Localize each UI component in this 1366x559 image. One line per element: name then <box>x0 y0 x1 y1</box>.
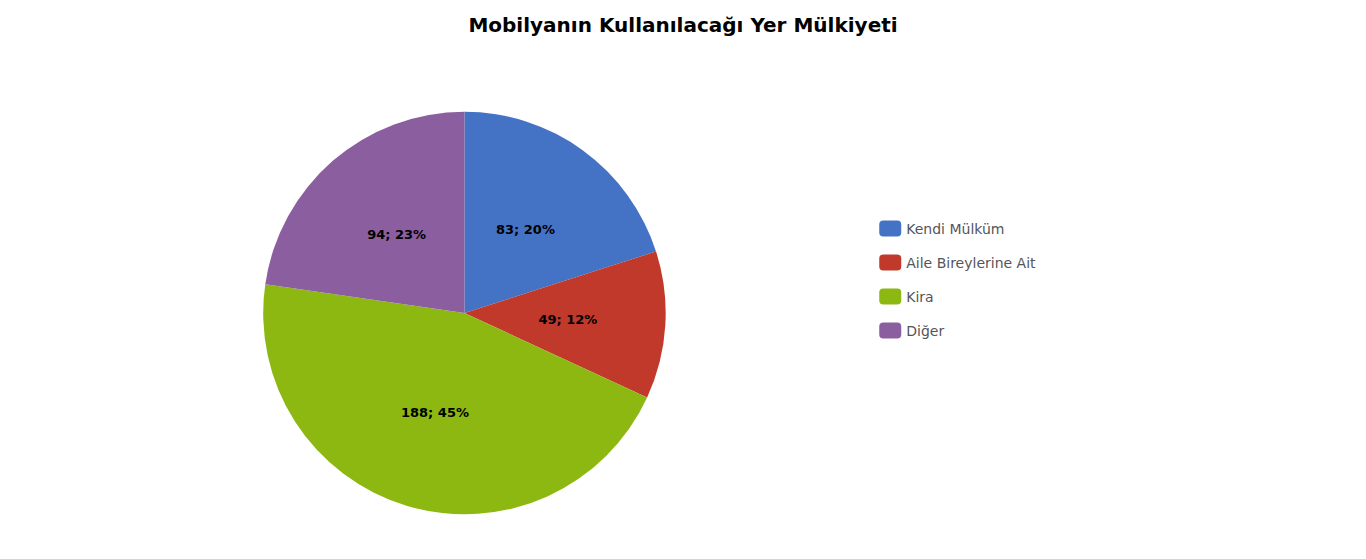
svg-text:94; 23%: 94; 23% <box>367 227 426 242</box>
svg-text:Kendi Mülküm: Kendi Mülküm <box>906 221 1004 237</box>
svg-text:Kira: Kira <box>906 289 933 305</box>
svg-text:83; 20%: 83; 20% <box>496 222 555 237</box>
svg-text:Mobilyanın Kullanılacağı Yer M: Mobilyanın Kullanılacağı Yer Mülkiyeti <box>468 13 897 37</box>
svg-text:Aile Bireylerine Ait: Aile Bireylerine Ait <box>906 255 1036 271</box>
svg-text:49; 12%: 49; 12% <box>538 312 597 327</box>
svg-text:Diğer: Diğer <box>906 323 944 339</box>
svg-text:188; 45%: 188; 45% <box>401 405 469 420</box>
